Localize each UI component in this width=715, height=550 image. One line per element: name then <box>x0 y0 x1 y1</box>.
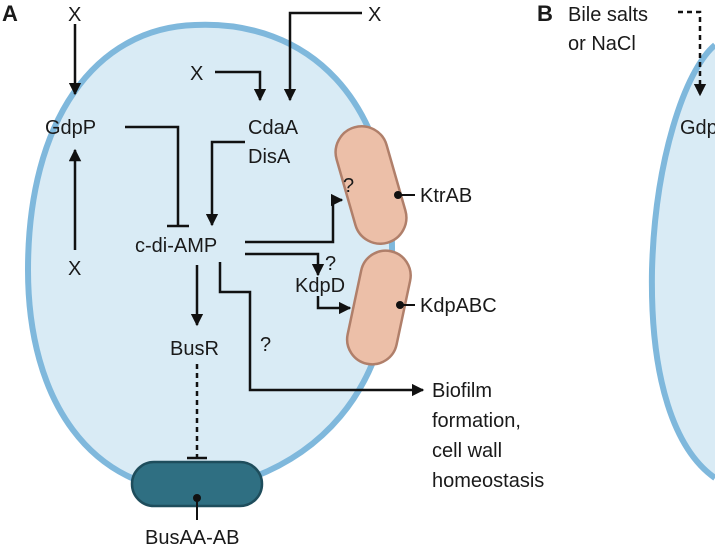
label-x-mid: X <box>190 63 203 85</box>
label-x-bottom: X <box>68 258 81 280</box>
label-busr: BusR <box>170 338 219 360</box>
label-disa: DisA <box>248 146 291 168</box>
label-q2: ? <box>325 253 336 275</box>
panel-letter-a: A <box>2 1 18 26</box>
edge-bile-gdp <box>678 10 707 97</box>
label-biofilm-4: homeostasis <box>432 470 544 492</box>
label-biofilm-1: Biofilm <box>432 380 492 402</box>
edge-cdiamp-ktrab <box>245 193 344 244</box>
label-biofilm-2: formation, <box>432 410 521 432</box>
label-kdpd: KdpD <box>295 275 345 297</box>
label-x-top: X <box>68 4 81 26</box>
label-bile-1: Bile salts <box>568 4 648 26</box>
edge-x-cdaa-mid <box>215 70 267 102</box>
cell-b-partial <box>648 42 715 481</box>
edge-cdiamp-kdpd <box>245 252 325 277</box>
label-bile-2: or NaCl <box>568 33 636 55</box>
label-q3: ? <box>260 334 271 356</box>
ktrab-transporter <box>334 125 408 245</box>
edge-gdpp-inhibit <box>125 125 180 226</box>
label-biofilm-3: cell wall <box>432 440 502 462</box>
cell-a <box>24 21 396 496</box>
label-busaa: BusAA-AB <box>145 527 239 549</box>
edge-cdaa-cdiamp <box>205 140 245 227</box>
label-q1: ? <box>343 175 354 197</box>
label-gdp-partial: Gdp <box>680 117 715 139</box>
panel-letter-b: B <box>537 1 553 26</box>
label-cdiamp: c-di-AMP <box>135 235 217 257</box>
edge-cdiamp-biofilm <box>218 262 425 397</box>
edge-x-cdaa-right <box>283 11 362 102</box>
label-gdpp: GdpP <box>45 117 96 139</box>
label-ktrab: KtrAB <box>420 185 472 207</box>
label-x-right: X <box>368 4 381 26</box>
label-cdaa: CdaA <box>248 117 299 139</box>
kdpabc-transporter <box>345 249 412 366</box>
edge-kdpd-kdpabc <box>316 296 352 315</box>
label-kdpabc: KdpABC <box>420 295 497 317</box>
